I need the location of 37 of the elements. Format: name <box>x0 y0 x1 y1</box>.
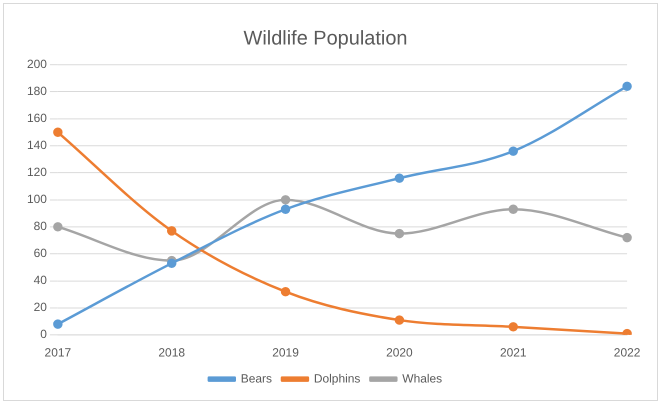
x-tick-label: 2017 <box>44 345 72 360</box>
point <box>508 146 518 156</box>
y-tick-label: 200 <box>26 57 48 71</box>
point <box>166 226 176 236</box>
legend-label: Whales <box>402 371 442 386</box>
point <box>622 232 632 242</box>
point <box>53 319 63 329</box>
y-tick-label: 0 <box>40 327 48 342</box>
y-tick-label: 140 <box>26 138 48 152</box>
y-tick-label: 100 <box>26 192 48 206</box>
point <box>508 204 518 214</box>
x-tick-label: 2021 <box>500 345 527 360</box>
y-tick-label: 80 <box>34 219 48 234</box>
point <box>280 204 290 214</box>
y-tick-label: 120 <box>26 165 48 180</box>
point <box>508 322 518 332</box>
legend-label: Bears <box>240 371 272 386</box>
y-tick-label: 60 <box>34 246 48 260</box>
y-tick-label: 160 <box>26 111 48 126</box>
chart-title: Wildlife Population <box>244 27 408 50</box>
point <box>394 228 404 238</box>
point <box>280 195 290 205</box>
x-tick-label: 2022 <box>614 345 641 360</box>
point <box>53 128 63 137</box>
x-tick-label: 2018 <box>158 345 186 360</box>
legend-label: Dolphins <box>314 371 360 386</box>
point <box>394 173 404 183</box>
y-tick-label: 40 <box>34 273 48 288</box>
x-tick-label: 2020 <box>386 345 414 360</box>
point <box>280 286 290 296</box>
point <box>622 82 632 92</box>
y-tick-label: 20 <box>34 300 48 314</box>
x-tick-label: 2019 <box>272 345 300 360</box>
y-tick-label: 180 <box>26 84 48 98</box>
point <box>394 315 404 325</box>
point <box>53 222 63 232</box>
point <box>166 258 176 268</box>
